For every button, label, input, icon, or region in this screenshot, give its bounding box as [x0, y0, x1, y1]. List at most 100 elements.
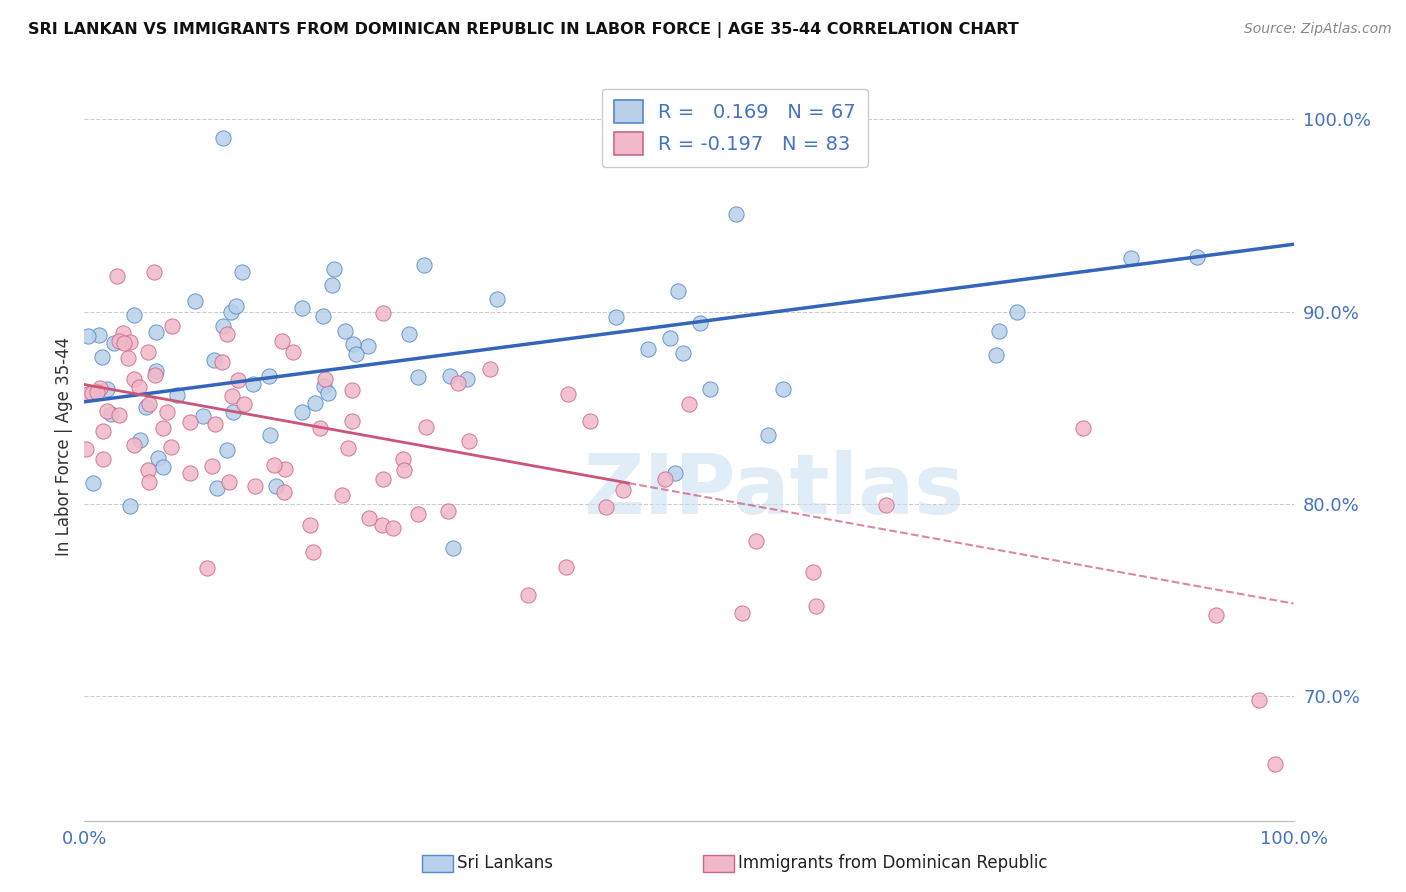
- Point: [91, 350, 114, 364]
- Point: [204, 417, 226, 432]
- Point: [197, 560, 219, 574]
- Point: [1121, 251, 1143, 265]
- Y-axis label: In Labor Force | Age 35-44: In Labor Force | Age 35-44: [55, 336, 73, 556]
- Point: [654, 472, 676, 486]
- Point: [105, 268, 128, 283]
- Point: [228, 373, 250, 387]
- Point: [108, 408, 131, 422]
- Point: [308, 421, 330, 435]
- Text: Immigrants from Dominican Republic: Immigrants from Dominican Republic: [738, 855, 1047, 872]
- Point: [202, 353, 225, 368]
- Point: [231, 265, 253, 279]
- Point: [207, 481, 229, 495]
- Point: [212, 318, 235, 333]
- Point: [441, 541, 464, 555]
- Text: ZIPatlas: ZIPatlas: [583, 450, 965, 532]
- Point: [516, 588, 538, 602]
- Point: [145, 325, 167, 339]
- Point: [135, 400, 157, 414]
- Point: [772, 382, 794, 396]
- Point: [340, 414, 363, 428]
- Point: [398, 327, 420, 342]
- Point: [689, 316, 711, 330]
- Point: [89, 381, 111, 395]
- Point: [291, 405, 314, 419]
- Point: [1264, 757, 1286, 772]
- Point: [458, 434, 481, 448]
- Point: [356, 339, 378, 353]
- Point: [156, 405, 179, 419]
- Point: [447, 376, 470, 391]
- Point: [76, 442, 98, 457]
- Point: [117, 351, 139, 366]
- Point: [107, 334, 129, 348]
- Point: [166, 388, 188, 402]
- Point: [371, 305, 394, 319]
- Point: [100, 407, 122, 421]
- Point: [264, 479, 287, 493]
- Point: [122, 308, 145, 322]
- Point: [406, 370, 429, 384]
- Point: [184, 294, 207, 309]
- Point: [257, 369, 280, 384]
- Point: [179, 466, 201, 480]
- Point: [554, 560, 576, 574]
- Point: [322, 262, 344, 277]
- Point: [456, 372, 478, 386]
- Point: [725, 207, 748, 221]
- Text: SRI LANKAN VS IMMIGRANTS FROM DOMINICAN REPUBLIC IN LABOR FORCE | AGE 35-44 CORR: SRI LANKAN VS IMMIGRANTS FROM DOMINICAN …: [28, 22, 1019, 38]
- Point: [221, 304, 243, 318]
- Point: [217, 443, 239, 458]
- Point: [243, 479, 266, 493]
- Point: [145, 364, 167, 378]
- Point: [437, 504, 460, 518]
- Point: [212, 130, 235, 145]
- Point: [1071, 421, 1094, 435]
- Point: [987, 324, 1010, 338]
- Point: [392, 451, 415, 466]
- Point: [370, 518, 392, 533]
- Point: [381, 520, 404, 534]
- Point: [986, 348, 1008, 362]
- Point: [406, 507, 429, 521]
- Point: [304, 396, 326, 410]
- Point: [314, 372, 336, 386]
- Point: [316, 385, 339, 400]
- Point: [637, 343, 659, 357]
- Point: [337, 441, 360, 455]
- Point: [699, 382, 721, 396]
- Point: [804, 599, 827, 613]
- Legend: R =   0.169   N = 67, R = -0.197   N = 83: R = 0.169 N = 67, R = -0.197 N = 83: [602, 88, 868, 167]
- Point: [242, 377, 264, 392]
- Point: [298, 518, 321, 533]
- Point: [136, 345, 159, 359]
- Point: [1247, 693, 1270, 707]
- Point: [302, 545, 325, 559]
- Point: [93, 451, 115, 466]
- Point: [314, 379, 336, 393]
- Point: [146, 450, 169, 465]
- Point: [672, 345, 695, 359]
- Point: [321, 277, 343, 292]
- Point: [122, 438, 145, 452]
- Point: [745, 534, 768, 549]
- Point: [678, 397, 700, 411]
- Point: [221, 389, 243, 403]
- Point: [118, 335, 141, 350]
- Point: [439, 368, 461, 383]
- Point: [359, 510, 381, 524]
- Point: [193, 409, 215, 424]
- Point: [112, 335, 135, 350]
- Point: [273, 462, 295, 476]
- Point: [342, 337, 364, 351]
- Point: [138, 475, 160, 490]
- Point: [1005, 305, 1028, 319]
- Point: [82, 385, 104, 400]
- Point: [138, 397, 160, 411]
- Text: Sri Lankans: Sri Lankans: [457, 855, 553, 872]
- Point: [91, 424, 114, 438]
- Point: [112, 326, 135, 340]
- Point: [103, 335, 125, 350]
- Point: [658, 331, 681, 345]
- Point: [86, 384, 108, 399]
